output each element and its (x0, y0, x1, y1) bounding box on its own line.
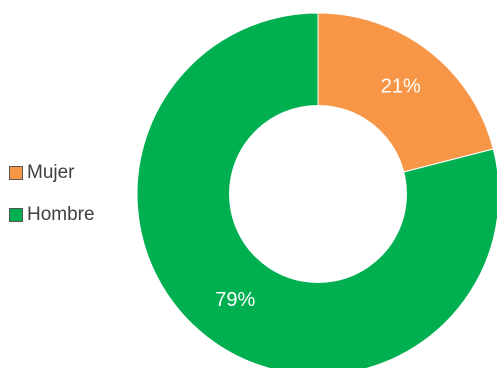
donut-hole (229, 105, 407, 283)
legend-item-mujer: Mujer (9, 161, 95, 185)
legend-swatch-mujer (9, 166, 23, 180)
legend-item-hombre: Hombre (9, 203, 95, 227)
data-labels: 21% 79% (215, 76, 421, 311)
legend: Mujer Hombre (9, 161, 95, 245)
legend-label-mujer: Mujer (27, 162, 75, 183)
data-label-hombre: 79% (215, 289, 255, 311)
legend-label-hombre: Hombre (27, 204, 95, 225)
legend-swatch-hombre (9, 208, 23, 222)
data-label-mujer: 21% (381, 76, 421, 98)
